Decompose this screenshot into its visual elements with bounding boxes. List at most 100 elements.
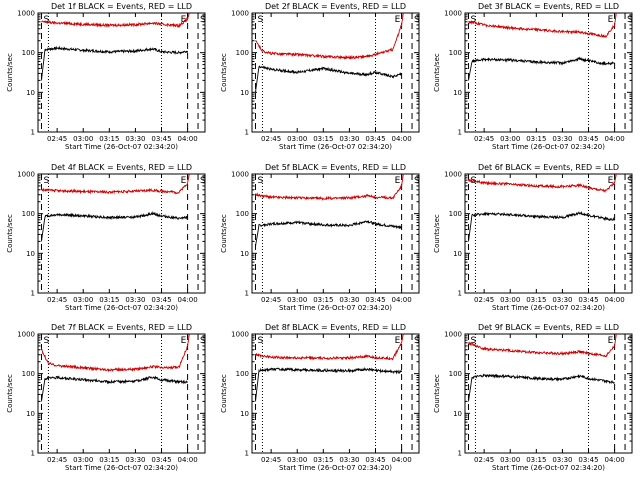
x-axis-label: Start Time (26-Oct-07 02:34:20)	[492, 304, 605, 312]
series-lld-line	[468, 12, 617, 39]
x-tick-label: 03:45	[151, 456, 171, 464]
panel-det-4: Det 4f BLACK = Events, RED = LLD 1 10 100 10…	[6, 163, 206, 312]
x-tick-label: 02:45	[474, 135, 494, 143]
x-tick-label: 03:30	[125, 296, 145, 304]
time-marker-e-1: E	[608, 15, 614, 25]
panel-title: Det 1f BLACK = Events, RED = LLD	[51, 2, 192, 11]
series-lld-line	[41, 12, 190, 28]
panel-title: Det 8f BLACK = Events, RED = LLD	[265, 323, 406, 332]
y-tick-label: 10	[240, 250, 249, 258]
y-tick-label: 100	[236, 370, 249, 378]
time-marker-s-0: S	[257, 336, 263, 346]
x-tick-label: 04:00	[178, 135, 198, 143]
y-tick-label: 1000	[444, 171, 462, 179]
x-tick-label: 02:45	[261, 296, 281, 304]
time-marker-s-2: S	[200, 176, 206, 186]
time-marker-s-2: S	[627, 15, 633, 25]
y-axis-label: Counts/sec	[220, 214, 228, 253]
x-tick-label: 02:45	[474, 296, 494, 304]
y-tick-label: 1000	[444, 331, 462, 339]
x-tick-label: 03:30	[339, 135, 359, 143]
plot-frame	[464, 12, 633, 133]
x-axis-label: Start Time (26-Oct-07 02:34:20)	[492, 464, 605, 472]
panel-det-8: Det 8f BLACK = Events, RED = LLD 1 10 100 10…	[220, 323, 420, 472]
time-marker-s-2: S	[414, 176, 420, 186]
y-tick-label: 1000	[17, 171, 35, 179]
x-tick-label: 03:00	[73, 135, 93, 143]
x-tick-label: 04:00	[178, 296, 198, 304]
x-tick-label: 04:00	[178, 456, 198, 464]
y-tick-label: 1	[458, 450, 462, 458]
x-tick-label: 03:30	[125, 456, 145, 464]
x-tick-label: 02:45	[47, 456, 67, 464]
series-lld-line	[255, 333, 404, 361]
time-marker-s-2: S	[414, 15, 420, 25]
time-marker-s-2: S	[627, 336, 633, 346]
x-tick-label: 04:00	[605, 135, 625, 143]
x-tick-label: 03:45	[365, 135, 385, 143]
plot-frame	[37, 173, 206, 294]
x-tick-label: 04:00	[605, 296, 625, 304]
x-tick-label: 03:15	[526, 135, 546, 143]
x-tick-label: 04:00	[605, 456, 625, 464]
y-tick-label: 100	[22, 49, 35, 57]
x-tick-label: 03:45	[365, 296, 385, 304]
series-events-line	[41, 210, 188, 242]
y-tick-label: 100	[22, 370, 35, 378]
time-marker-s-0: S	[43, 336, 49, 346]
x-tick-label: 03:45	[578, 456, 598, 464]
y-tick-label: 1000	[231, 10, 249, 18]
x-tick-label: 03:00	[287, 135, 307, 143]
y-tick-label: 1	[31, 290, 35, 298]
x-tick-label: 03:15	[99, 296, 119, 304]
y-tick-label: 100	[449, 210, 462, 218]
panel-title: Det 7f BLACK = Events, RED = LLD	[51, 323, 192, 332]
y-tick-label: 10	[453, 250, 462, 258]
x-tick-label: 03:30	[552, 456, 572, 464]
x-tick-label: 03:30	[339, 456, 359, 464]
series-lld-line	[41, 173, 190, 195]
plot-frame	[251, 12, 420, 133]
x-tick-label: 03:30	[125, 135, 145, 143]
y-axis-label: Counts/sec	[433, 374, 441, 413]
x-tick-label: 02:45	[47, 296, 67, 304]
time-marker-s-2: S	[200, 336, 206, 346]
y-tick-label: 1	[458, 290, 462, 298]
time-marker-e-1: E	[608, 176, 614, 186]
panel-title: Det 5f BLACK = Events, RED = LLD	[265, 163, 406, 172]
series-events-line	[255, 366, 403, 402]
x-tick-label: 03:30	[552, 135, 572, 143]
panel-title: Det 9f BLACK = Events, RED = LLD	[478, 323, 619, 332]
time-marker-e-1: E	[608, 336, 614, 346]
plot-frame	[251, 333, 420, 454]
series-events-line	[468, 373, 615, 402]
y-axis-label: Counts/sec	[6, 374, 14, 413]
y-tick-label: 1	[31, 450, 35, 458]
y-tick-label: 1	[245, 290, 249, 298]
y-tick-label: 10	[26, 410, 35, 418]
y-tick-label: 1	[245, 129, 249, 137]
time-marker-s-2: S	[414, 336, 420, 346]
time-marker-s-0: S	[470, 15, 476, 25]
y-tick-label: 1	[245, 450, 249, 458]
x-tick-label: 03:15	[313, 296, 333, 304]
time-marker-e-1: E	[181, 176, 187, 186]
plot-frame	[464, 333, 633, 454]
x-tick-label: 03:15	[99, 135, 119, 143]
x-tick-label: 02:45	[261, 135, 281, 143]
time-marker-e-1: E	[395, 336, 401, 346]
y-tick-label: 10	[453, 410, 462, 418]
x-tick-label: 03:30	[552, 296, 572, 304]
time-marker-s-0: S	[43, 176, 49, 186]
x-tick-label: 03:15	[313, 135, 333, 143]
series-lld-line	[255, 12, 404, 60]
x-tick-label: 02:45	[261, 456, 281, 464]
series-events-line	[41, 45, 189, 81]
x-axis-label: Start Time (26-Oct-07 02:34:20)	[65, 464, 178, 472]
x-tick-label: 02:45	[474, 456, 494, 464]
time-marker-e-1: E	[395, 15, 401, 25]
series-events-line	[255, 65, 402, 93]
